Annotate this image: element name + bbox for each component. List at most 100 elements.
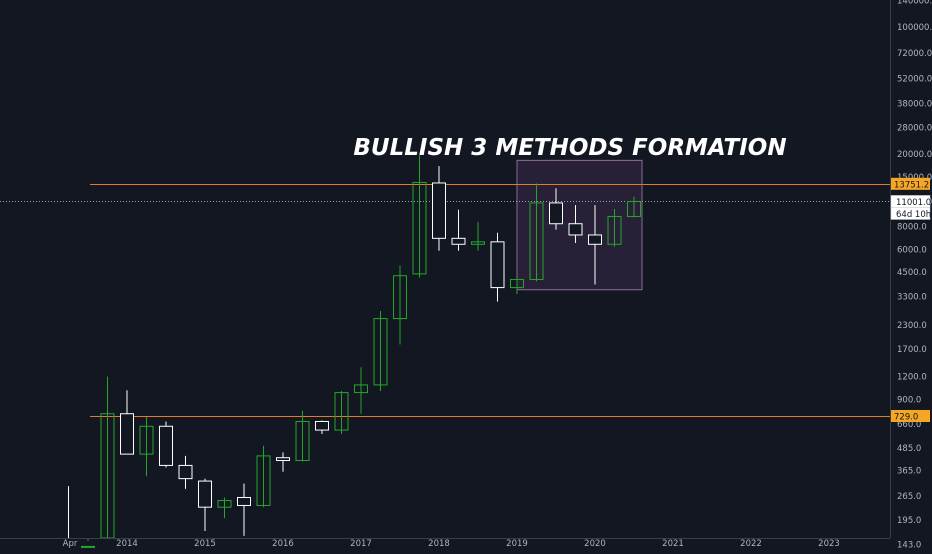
- candle: [607, 209, 622, 247]
- candle-body: [490, 241, 505, 289]
- candle: [178, 455, 193, 489]
- candle-body: [159, 425, 173, 466]
- price-tick-label: 28000.0: [897, 124, 932, 134]
- candle: [510, 277, 524, 295]
- chart-title: BULLISH 3 METHODS FORMATION: [353, 135, 786, 161]
- price-tick-label: 265.0: [897, 492, 921, 502]
- price-tick-label: 20000.0: [897, 150, 932, 160]
- candle: [471, 221, 485, 251]
- candle: [549, 188, 563, 230]
- candle-body: [256, 455, 271, 506]
- price-tick-label: 1200.0: [897, 373, 927, 383]
- price-tick-label: 72000.0: [897, 49, 932, 59]
- price-tick-label: 900.0: [897, 395, 921, 405]
- price-tick-label: 38000.0: [897, 99, 932, 109]
- price-tick-label: 4500.0: [897, 268, 927, 278]
- candle-body: [315, 420, 329, 431]
- candle: [588, 205, 602, 285]
- price-tick-label: 3300.0: [897, 293, 927, 303]
- candle-body: [393, 275, 407, 320]
- candle: [100, 376, 115, 539]
- time-tick-label: 2015: [194, 539, 216, 549]
- candle: [490, 232, 505, 302]
- price-tick-label: 2300.0: [897, 321, 927, 331]
- time-tick-label: 2020: [584, 539, 606, 549]
- candle-body: [198, 480, 212, 508]
- candle: [256, 445, 271, 508]
- candle: [315, 420, 329, 435]
- candle-body: [529, 202, 544, 280]
- candle-body: [451, 237, 466, 245]
- candle-body: [373, 318, 388, 386]
- candle: [627, 196, 641, 218]
- price-tick-label: 8000.0: [897, 223, 927, 233]
- candle: [412, 155, 427, 278]
- time-tick-label: 2016: [272, 539, 294, 549]
- candle-body: [217, 500, 232, 508]
- candles-layer: [68, 155, 641, 548]
- time-tick-label: 2018: [428, 539, 450, 549]
- time-tick-label: 2022: [740, 539, 762, 549]
- level-label-text: 13751.2: [894, 180, 929, 190]
- candle: [295, 410, 310, 462]
- price-tick-label: 660.0: [897, 420, 921, 430]
- candle: [354, 367, 368, 414]
- time-tick-label: 2023: [818, 539, 840, 549]
- candle-body: [588, 234, 602, 245]
- candle-body: [549, 202, 563, 225]
- price-tick-label: 52000.0: [897, 75, 932, 85]
- candle-body: [120, 413, 134, 455]
- candle-body: [412, 181, 427, 275]
- price-tick-label: 140000.0: [897, 0, 932, 6]
- candle: [432, 166, 446, 251]
- time-tick-label: 2017: [350, 539, 372, 549]
- countdown-label-bg: [890, 207, 931, 220]
- candle-body: [510, 278, 524, 289]
- candle-body: [432, 182, 446, 239]
- candle: [159, 421, 173, 468]
- candle-body: [237, 496, 251, 506]
- price-tick-label: 485.0: [897, 444, 921, 454]
- candle: [237, 483, 251, 536]
- candle-body: [334, 392, 349, 431]
- candle-body: [295, 420, 310, 462]
- level-label-bg: [891, 409, 930, 422]
- candle-body: [568, 223, 583, 236]
- candle: [198, 478, 212, 532]
- candle-body: [276, 457, 290, 462]
- candle: [139, 416, 154, 477]
- time-tick-label: 2014: [116, 539, 138, 549]
- price-tick-label: 143.0: [897, 541, 921, 550]
- price-tick-label: 100000.0: [897, 23, 932, 33]
- time-tick-label: Apr: [63, 539, 78, 549]
- price-tick-label: 195.0: [897, 516, 921, 526]
- candle: [451, 209, 466, 251]
- price-tick-label: 1700.0: [897, 345, 927, 355]
- candle: [373, 311, 388, 391]
- candle-body: [627, 200, 641, 217]
- current-price-label: 11001.0: [896, 198, 931, 208]
- candle: [334, 391, 349, 435]
- candle: [68, 486, 69, 538]
- time-tick-label: 2021: [662, 539, 684, 549]
- candle-body: [139, 425, 154, 455]
- candle: [217, 497, 232, 519]
- candle-body: [81, 545, 95, 548]
- countdown-label: 64d 10h: [896, 210, 931, 220]
- candle: [276, 452, 290, 472]
- candle: [81, 538, 95, 548]
- candle: [529, 183, 544, 282]
- price-tick-label: 6000.0: [897, 245, 927, 255]
- candle: [393, 265, 407, 345]
- price-tick-label: 365.0: [897, 467, 921, 477]
- candle: [120, 390, 134, 455]
- candle: [568, 205, 583, 244]
- candle-body: [471, 241, 485, 245]
- level-label-bg: [891, 177, 930, 190]
- candle-body: [178, 464, 193, 480]
- level-label-text: 729.0: [894, 412, 918, 422]
- time-tick-label: 2019: [506, 539, 528, 549]
